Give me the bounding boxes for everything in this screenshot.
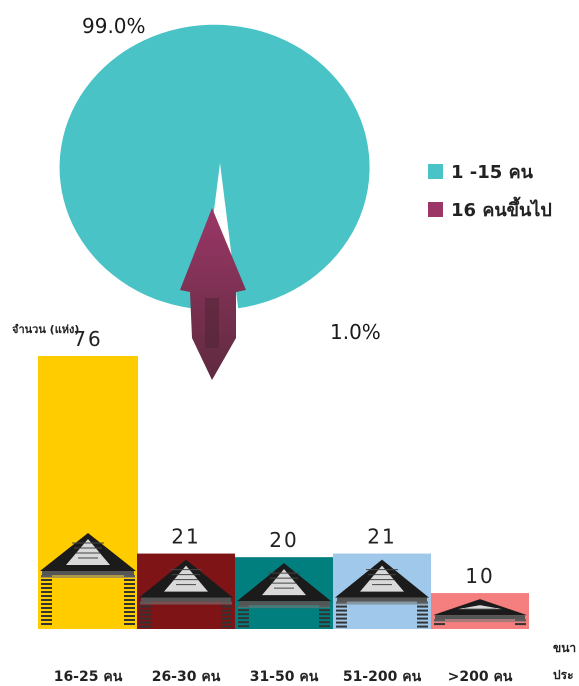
bar-1 bbox=[38, 356, 138, 629]
bar-category-label: 31-50 คน bbox=[250, 669, 319, 685]
bar-value-label: 21 bbox=[171, 525, 200, 549]
pie-chart bbox=[59, 24, 370, 310]
legend-item-1-15: 1 -15 คน bbox=[428, 152, 552, 190]
bar-value-label: 20 bbox=[269, 528, 298, 552]
down-arrow-icon bbox=[180, 208, 246, 380]
legend-label-16-plus: 16 คนขึ้นไป bbox=[451, 199, 552, 221]
bar-y-axis-label: จำนวน (แห่ง) bbox=[12, 323, 80, 336]
pie-slice-1-15 bbox=[59, 24, 370, 310]
legend-swatch-teal bbox=[428, 163, 443, 179]
bar-category-label: >200 คน bbox=[448, 669, 513, 685]
house-icon bbox=[335, 559, 429, 628]
cut-off-text-1: ขนา bbox=[553, 641, 577, 655]
bar-category-label: 51-200 คน bbox=[343, 669, 422, 685]
bar-category-label: 16-25 คน bbox=[54, 669, 123, 685]
house-icon bbox=[139, 559, 233, 628]
pie-legend: 1 -15 คน 16 คนขึ้นไป bbox=[428, 152, 552, 228]
bar-category-label: 26-30 คน bbox=[152, 669, 221, 685]
pie-slice-label-16-plus: 1.0% bbox=[330, 320, 381, 344]
bar-value-label: 76 bbox=[73, 327, 102, 351]
legend-label-1-15: 1 -15 คน bbox=[451, 161, 533, 183]
legend-item-16-plus: 16 คนขึ้นไป bbox=[428, 190, 552, 228]
bar-chart: 76 16-25 คน 21 26-30 คน 20 31-50 คน 21 51-200 ค… bbox=[38, 327, 529, 685]
cut-off-text-2: ประ bbox=[553, 668, 574, 682]
legend-swatch-maroon bbox=[428, 201, 443, 217]
house-icon bbox=[40, 533, 136, 625]
bar-value-label: 21 bbox=[367, 525, 396, 549]
bar-value-label: 10 bbox=[465, 564, 494, 588]
house-icon bbox=[237, 563, 331, 628]
pie-slice-label-1-15: 99.0% bbox=[82, 14, 146, 38]
house-icon bbox=[433, 599, 527, 626]
